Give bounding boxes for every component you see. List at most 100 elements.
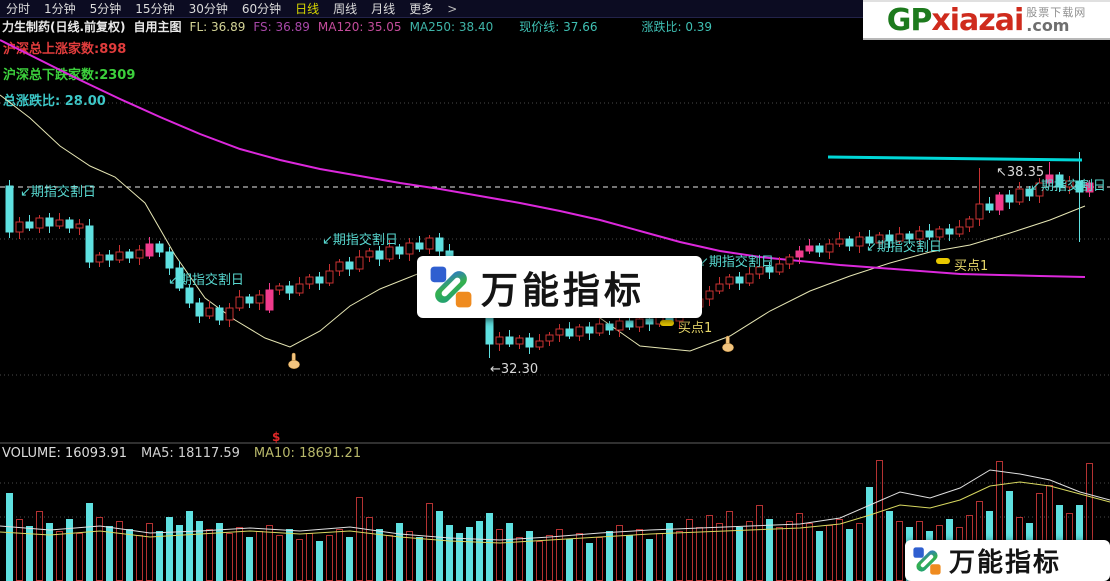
volume-bar-up [326,535,333,581]
change-ratio-value: 涨跌比: 0.39 [641,20,713,34]
candle-body [85,225,94,263]
buy-point-label: 买点1 [954,259,988,274]
candle-body [575,326,584,337]
volume-bar-up [676,531,683,581]
volume-bar-up [596,537,603,581]
menu-item-5[interactable]: 60分钟 [241,2,282,16]
volume-bar-up [136,535,143,581]
candle-body [1015,188,1024,203]
volume-bar-down [476,521,483,581]
volume-bar-down [86,503,93,581]
volume-bar-down [626,535,633,581]
volume-bar-up [236,527,243,581]
volume-bar-up [616,525,623,581]
volume-value: VOLUME: 16093.91 [2,446,127,461]
menu-item-3[interactable]: 15分钟 [135,2,175,16]
candle-body [315,276,324,284]
candle-body [805,245,814,252]
buy-point-marker [660,320,674,326]
candle-body [585,326,594,334]
gpxiazai-watermark: GP xiazai 股票下载网 .com [863,0,1110,40]
volume-bar-up [716,523,723,581]
menu-item-4[interactable]: 30分钟 [188,2,228,16]
candle-body [895,233,904,242]
volume-bar-up [786,521,793,581]
candle-body [515,337,524,345]
pointing-hand-icon [722,335,734,352]
candle-body [1065,180,1074,188]
menu-item-0[interactable]: 分时 [6,2,31,16]
candle-body [545,334,554,342]
menu-more-chevron-icon[interactable]: > [447,1,458,16]
candle-body [385,246,394,260]
candle-body [1075,180,1084,193]
volume-bar-down [346,537,353,581]
volume-bar-up [896,521,903,581]
volume-ma5-value: MA5: 18117.59 [140,446,240,461]
candle-body [905,233,914,240]
candle-body [815,245,824,253]
volume-bar-down [176,525,183,581]
candle-body [495,336,504,345]
volume-bar-down [66,519,73,581]
volume-bar-down [196,521,203,581]
volume-bar-up [226,533,233,581]
candle-body [955,226,964,235]
candle-body [605,323,614,331]
candle-body [95,254,104,263]
volume-bar-down [456,533,463,581]
volume-bar-up [726,511,733,581]
candle-body [125,251,134,259]
candle-body [1005,194,1014,203]
ma120-value: MA120: 35.05 [317,19,402,34]
candle-body [1045,174,1054,184]
volume-bar-down [246,537,253,581]
menu-item-8[interactable]: 月线 [371,2,396,16]
menu-item-2[interactable]: 5分钟 [89,2,122,16]
candle-body [1055,174,1064,188]
candle-body [745,273,754,284]
volume-bar-down [1006,491,1013,581]
menu-item-7[interactable]: 周线 [333,2,358,16]
candle-body [355,256,364,270]
candle-body [195,302,204,317]
gp-logo-tagline: 股票下载网 [1026,5,1087,19]
indicator-title-bar: 力生制药(日线.前复权) 自用主图 FL: 36.89 FS: 36.89 MA… [0,18,1110,35]
candle-body [75,223,84,229]
volume-bar-up [36,511,43,581]
volume-ma10-line [0,481,1110,544]
futures-delivery-annotation: ↙期指交割日 [168,272,244,288]
candle-body [45,217,54,227]
candle-body [525,337,534,348]
volume-bar-down [446,525,453,581]
volume-bar-up [356,497,363,581]
volume-bar-down [886,511,893,581]
high-price-label: ↖38.35 [996,165,1044,180]
candle-body [715,283,724,292]
wanneng-watermark-text: 万能指标 [481,269,645,312]
volume-bar-up [876,460,883,581]
stat-adv-decl-ratio: 总涨跌比: 28.00 [3,94,106,109]
menu-item-6[interactable]: 日线 [295,2,320,16]
menu-item-9[interactable]: 更多 [409,2,434,16]
volume-bar-down [586,543,593,581]
volume-bar-down [526,531,533,581]
volume-bar-up [266,525,273,581]
candle-body [875,234,884,244]
volume-bar-up [546,535,553,581]
volume-bar-down [106,526,113,581]
ma250-value: MA250: 38.40 [409,19,494,34]
candle-body [305,276,314,285]
volume-bar-down [216,523,223,581]
fl-value: FL: 36.89 [189,19,246,34]
stat-advancers: 沪深总上涨家数:898 [3,42,127,57]
menu-item-1[interactable]: 1分钟 [44,2,76,16]
volume-bar-down [736,527,743,581]
candle-body [565,328,574,337]
candle-body [645,318,654,325]
sell-signal-marker: $ [272,430,280,444]
volume-bar-up [776,527,783,581]
wanneng-watermark-center: 万能指标 [417,256,702,318]
candle-body [595,323,604,334]
